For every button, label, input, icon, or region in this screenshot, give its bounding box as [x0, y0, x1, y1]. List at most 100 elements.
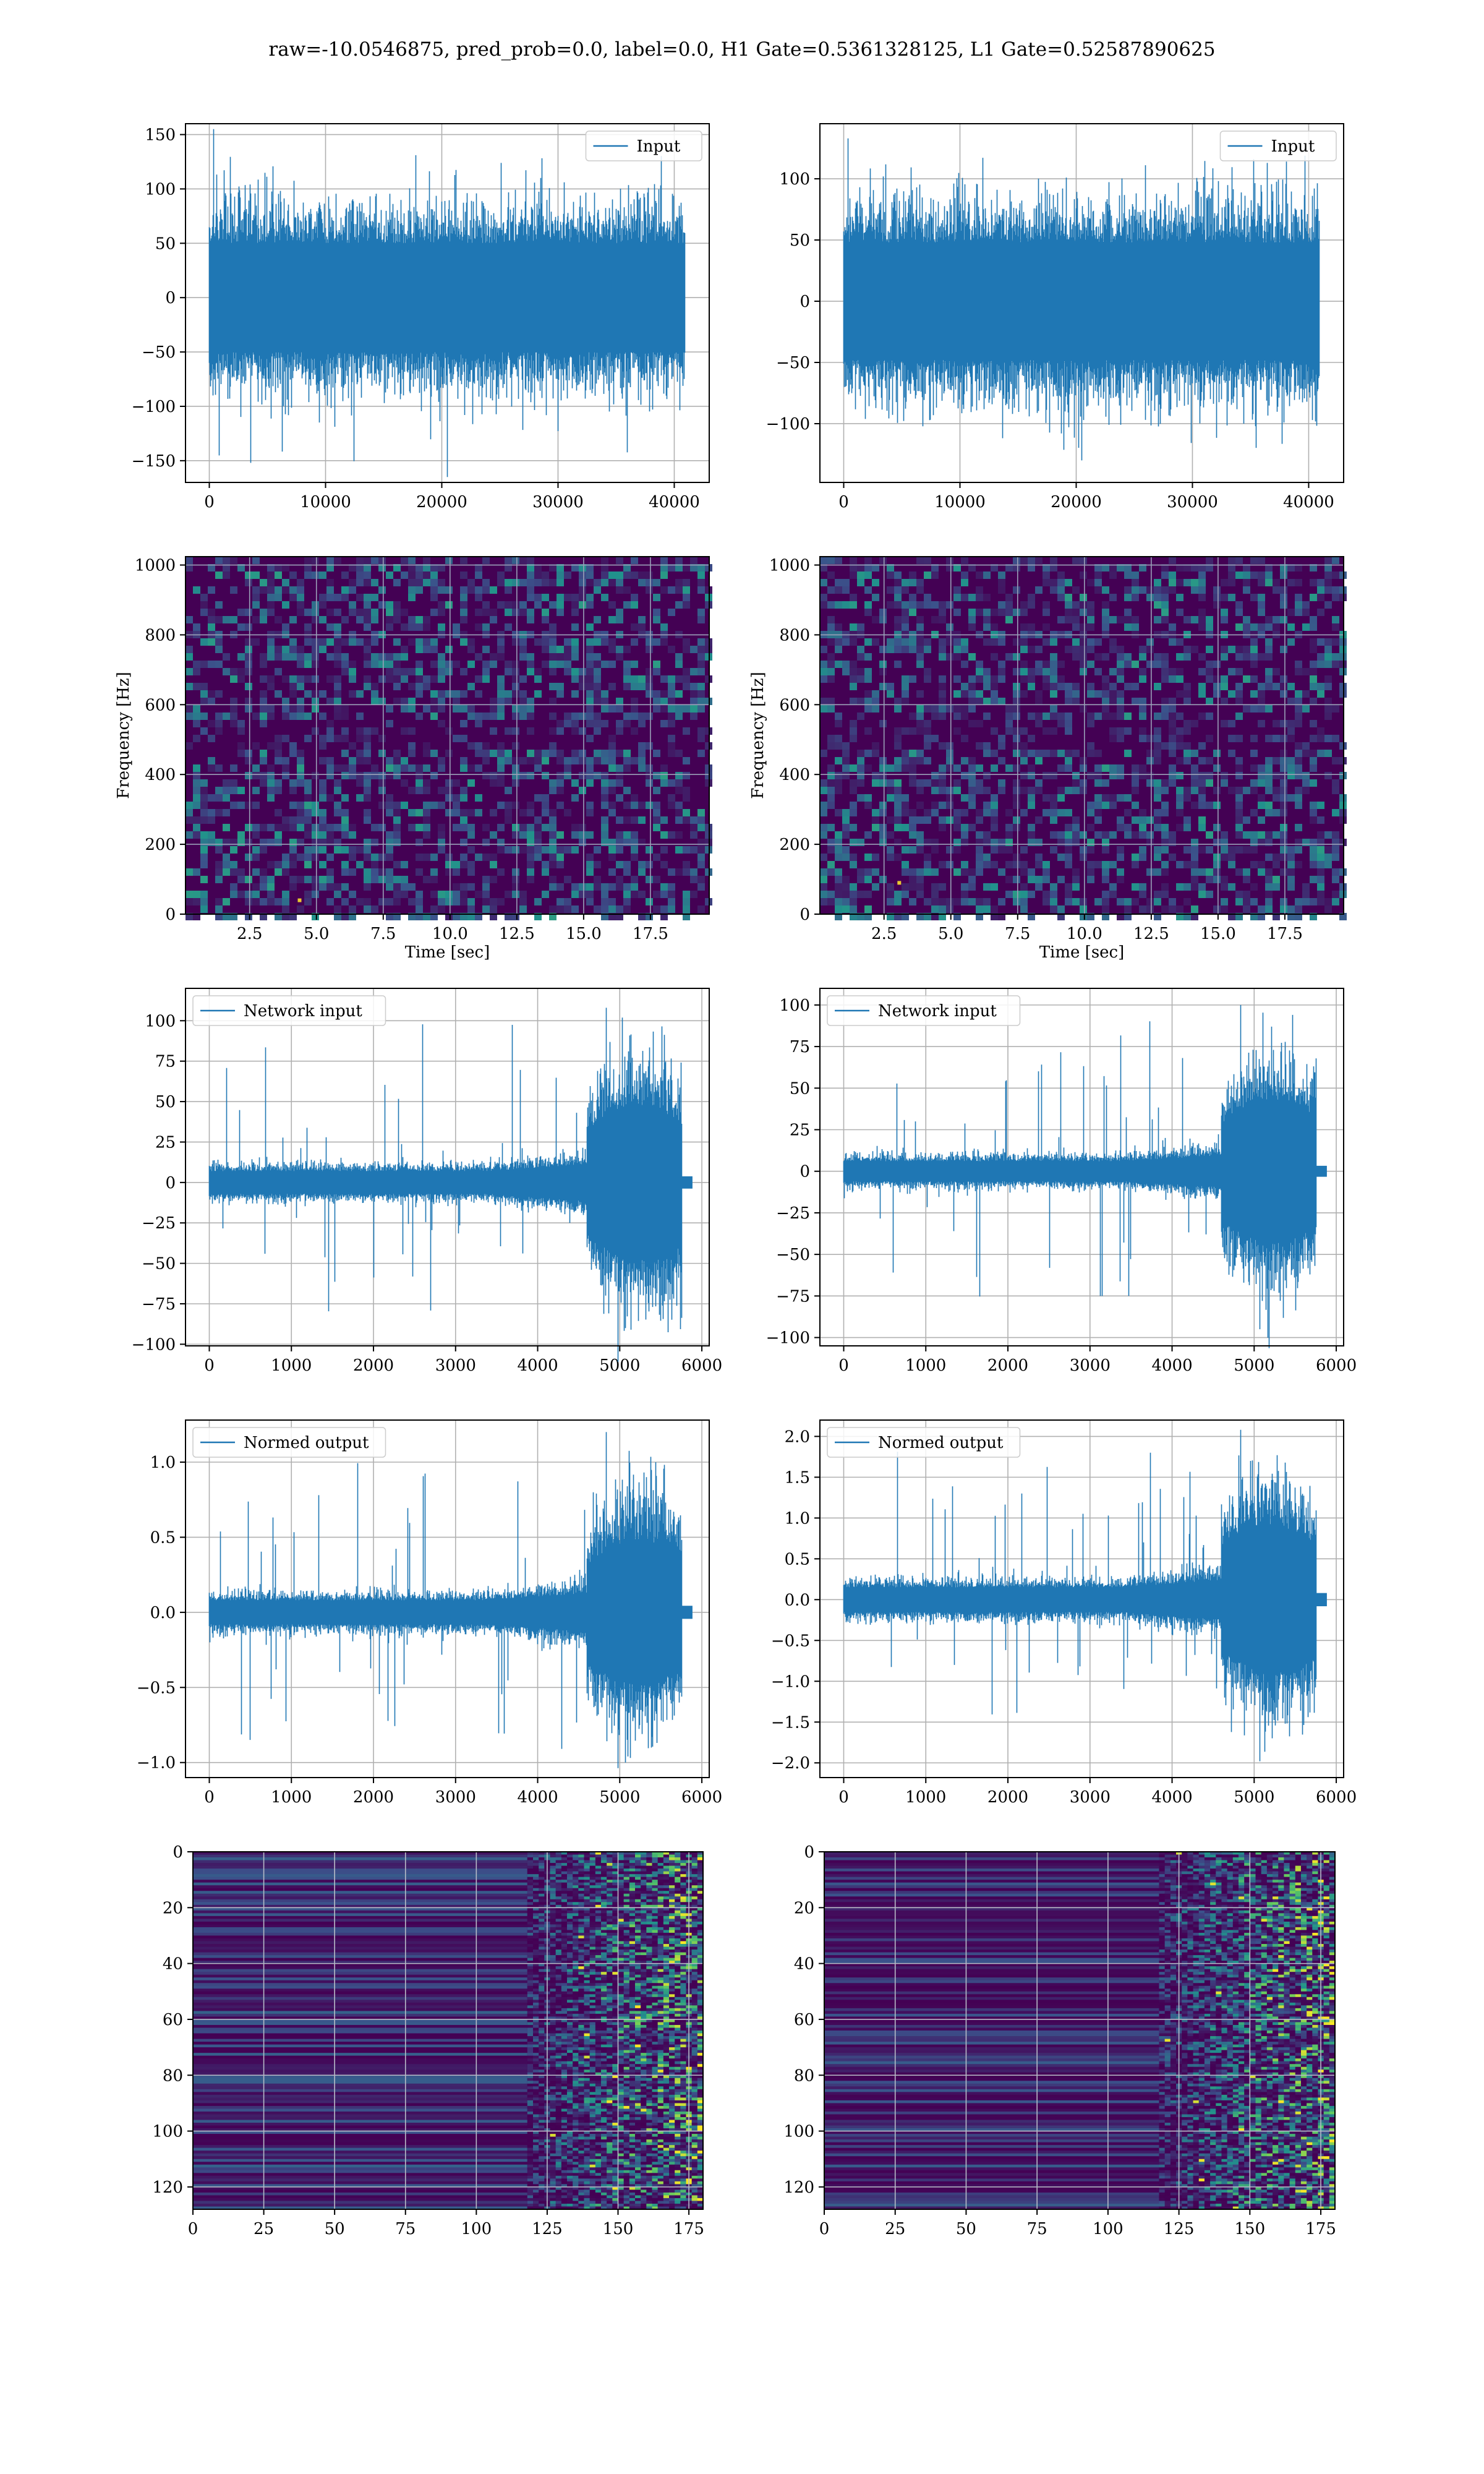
heatmap-cell — [1302, 623, 1310, 631]
heatmap-cell — [579, 750, 586, 757]
heatmap-cell — [618, 1882, 625, 1886]
heatmap-cell — [894, 638, 902, 646]
heatmap-cell — [1146, 905, 1154, 913]
heatmap-cell — [623, 1938, 630, 1941]
heatmap-cell — [629, 1941, 636, 1945]
heatmap-cell — [683, 861, 690, 868]
heatmap-cell — [1124, 750, 1132, 757]
heatmap-cell — [416, 675, 423, 683]
y-tick-label: 50 — [155, 1093, 176, 1111]
heatmap-cell — [668, 735, 675, 742]
heatmap-cell — [887, 898, 894, 905]
heatmap-cell — [215, 638, 223, 646]
heatmap-cell — [653, 876, 660, 883]
heatmap-cell — [1005, 824, 1013, 831]
heatmap-cell — [289, 646, 297, 653]
heatmap-cell — [623, 1896, 630, 1900]
heatmap-cell — [497, 571, 505, 579]
heatmap-cell — [879, 668, 887, 675]
heatmap-cell — [193, 586, 200, 594]
heatmap-cell — [561, 1938, 568, 1941]
heatmap-cell — [1094, 668, 1102, 675]
heatmap-cell — [652, 1852, 659, 1856]
heatmap-cell — [652, 1860, 659, 1864]
heatmap-cell — [1087, 623, 1094, 631]
heatmap-cell — [1287, 683, 1295, 690]
heatmap-cell — [968, 653, 976, 661]
x-tick-label: 3000 — [1070, 1788, 1111, 1807]
heatmap-cell — [623, 668, 631, 675]
heatmap-cell — [618, 1893, 625, 1897]
heatmap-cell — [1154, 727, 1161, 735]
heatmap-row-band — [193, 1958, 527, 1961]
heatmap-cell — [595, 1941, 602, 1945]
x-tick-label: 1000 — [271, 1356, 312, 1375]
heatmap-cell — [586, 698, 594, 705]
heatmap-cell — [482, 898, 490, 905]
heatmap-cell — [1080, 601, 1087, 609]
heatmap-cell — [326, 764, 334, 772]
heatmap-cell — [1161, 571, 1169, 579]
heatmap-cell — [349, 661, 356, 668]
heatmap-cell — [601, 898, 608, 905]
heatmap-cell — [386, 571, 393, 579]
heatmap-cell — [289, 653, 297, 661]
heatmap-cell — [641, 1919, 647, 1922]
heatmap-cell — [534, 846, 542, 854]
heatmap-cell — [1117, 564, 1124, 571]
heatmap-cell — [438, 668, 445, 675]
heatmap-cell — [527, 668, 534, 675]
heatmap-cell — [961, 735, 968, 742]
heatmap-cell — [623, 898, 631, 905]
heatmap-cell — [669, 1921, 675, 1925]
heatmap-cell — [657, 1860, 664, 1864]
heatmap-cell — [186, 713, 193, 720]
heatmap-cell — [589, 1924, 596, 1928]
heatmap-cell — [601, 1863, 607, 1867]
heatmap-cell — [623, 1935, 630, 1939]
heatmap-cell — [1332, 735, 1339, 742]
heatmap-cell — [887, 586, 894, 594]
heatmap-cell — [550, 1893, 556, 1897]
heatmap-cell — [879, 609, 887, 616]
heatmap-cell — [289, 638, 297, 646]
heatmap-cell — [1235, 787, 1243, 794]
heatmap-cell — [1258, 816, 1265, 824]
heatmap-cell — [1258, 764, 1265, 772]
heatmap-cell — [186, 742, 193, 750]
heatmap-cell — [835, 854, 842, 861]
heatmap-cell — [200, 802, 208, 809]
heatmap-cell — [618, 1902, 625, 1906]
heatmap-cell — [616, 579, 623, 586]
heatmap-cell — [669, 1880, 675, 1883]
heatmap-cell — [533, 1913, 539, 1917]
heatmap-cell — [386, 623, 393, 631]
x-tick-label: 5000 — [1234, 1356, 1274, 1375]
heatmap-cell — [827, 868, 835, 876]
heatmap-cell — [657, 1935, 664, 1939]
heatmap-cell — [646, 1896, 652, 1900]
heatmap-cell — [550, 1924, 556, 1928]
heatmap-cell — [909, 824, 916, 831]
gridlines — [186, 1420, 709, 1778]
heatmap-cell — [341, 861, 349, 868]
heatmap-cell — [1161, 668, 1169, 675]
heatmap-cell — [260, 713, 267, 720]
heatmap-cell — [601, 720, 608, 727]
heatmap-cell — [675, 601, 683, 609]
heatmap-cell — [1161, 891, 1169, 898]
heatmap-cell — [1250, 594, 1258, 601]
heatmap-cell — [820, 557, 827, 564]
heatmap-cell — [612, 1946, 618, 1950]
heatmap-cell — [1213, 750, 1221, 757]
heatmap-cell — [872, 854, 879, 861]
heatmap-cell — [1057, 905, 1065, 913]
heatmap-cell — [1310, 854, 1317, 861]
heatmap-cell — [864, 638, 872, 646]
heatmap-cell — [623, 1899, 630, 1903]
heatmap-cell — [669, 1910, 675, 1914]
heatmap-cell — [1094, 564, 1102, 571]
heatmap-cell — [297, 675, 304, 683]
heatmap-cell — [887, 816, 894, 824]
heatmap-cell — [215, 690, 223, 698]
